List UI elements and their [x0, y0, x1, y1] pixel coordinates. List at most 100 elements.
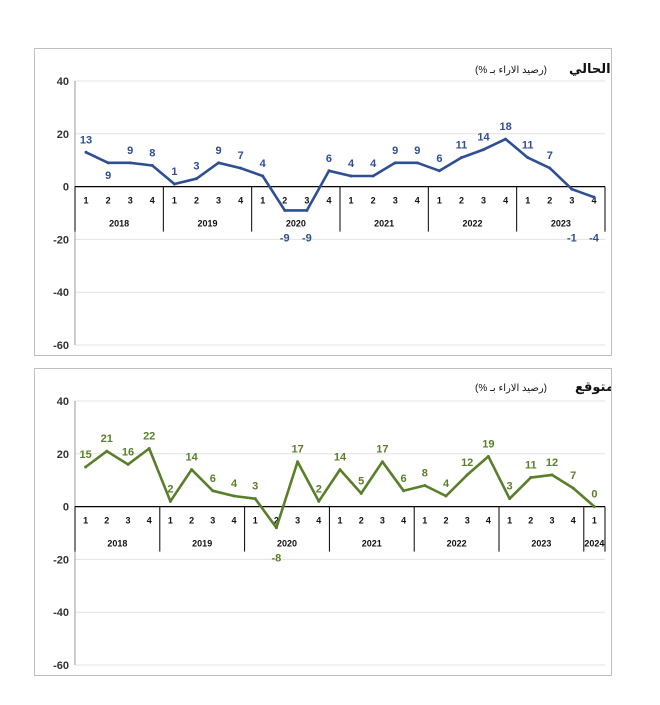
y-tick-label: 20	[57, 129, 69, 141]
quarter-tick-label: 4	[316, 516, 321, 526]
quarter-tick-label: 1	[437, 196, 442, 206]
data-point	[415, 161, 419, 165]
quarter-tick-label: 2	[282, 196, 287, 206]
data-label: 14	[477, 132, 490, 144]
quarter-tick-label: 3	[125, 516, 130, 526]
quarter-tick-label: 3	[569, 196, 574, 206]
data-point	[482, 148, 486, 152]
y-tick-label: 40	[57, 396, 69, 408]
current-indicator-chart: المؤشر الحالي (رصيد الاراء بـ %) 40 20 0 -2…	[53, 61, 611, 352]
data-point	[380, 460, 384, 464]
data-point	[338, 468, 342, 472]
quarter-tick-label: 3	[380, 516, 385, 526]
year-label: 2021	[374, 219, 394, 229]
data-label: -9	[302, 233, 312, 245]
data-point	[592, 505, 596, 509]
data-point	[459, 156, 463, 160]
data-label: 3	[252, 481, 258, 493]
data-point	[261, 174, 265, 178]
data-label: 2	[167, 483, 173, 495]
data-label: 6	[401, 473, 407, 485]
expected-indicator-chart: المؤشر المتوقع (رصيد الاراء بـ %) 40200-…	[53, 379, 611, 672]
data-label: -9	[280, 233, 290, 245]
data-point	[172, 182, 176, 186]
data-label: 9	[127, 145, 133, 157]
data-label: -1	[567, 233, 577, 245]
data-point	[529, 476, 533, 480]
data-point	[508, 497, 512, 501]
data-label: 7	[570, 470, 576, 482]
data-label: 1	[171, 166, 177, 178]
data-point	[150, 163, 154, 167]
quarter-tick-label: 3	[216, 196, 221, 206]
data-point	[283, 208, 287, 212]
data-point	[359, 491, 363, 495]
data-label: 3	[507, 481, 513, 493]
data-label: 9	[215, 145, 221, 157]
data-point	[84, 150, 88, 154]
year-label: 2018	[109, 219, 129, 229]
expected-indicator-panel: المؤشر المتوقع (رصيد الاراء بـ %) 40200-…	[34, 368, 612, 676]
data-label: 11	[522, 140, 534, 152]
y-tick-label: 20	[57, 449, 69, 461]
data-label: 9	[414, 145, 420, 157]
quarter-tick-label: 1	[253, 516, 258, 526]
quarter-tick-label: 1	[83, 516, 88, 526]
data-point	[84, 465, 88, 469]
data-point	[423, 483, 427, 487]
y-tick-label: -40	[53, 287, 69, 299]
y-tick-label: 40	[57, 76, 69, 88]
data-point	[217, 161, 221, 165]
quarter-tick-label: 2	[106, 196, 111, 206]
year-label: 2019	[197, 219, 217, 229]
quarter-tick-label: 4	[486, 516, 491, 526]
data-label: 13	[80, 134, 92, 146]
data-label: 12	[546, 457, 558, 469]
data-point	[548, 166, 552, 170]
quarter-tick-label: 1	[337, 516, 342, 526]
data-point	[571, 486, 575, 490]
y-tick-label: 0	[63, 502, 69, 514]
quarter-tick-label: 4	[401, 516, 406, 526]
data-point	[274, 526, 278, 530]
data-point	[465, 473, 469, 477]
year-label: 2020	[277, 539, 297, 549]
quarter-tick-label: 4	[150, 196, 155, 206]
quarter-tick-label: 3	[549, 516, 554, 526]
data-point	[253, 497, 257, 501]
quarter-tick-label: 2	[443, 516, 448, 526]
y-tick-label: -60	[53, 340, 69, 352]
data-label: 5	[358, 475, 364, 487]
data-label: 6	[436, 153, 442, 165]
data-label: 19	[482, 438, 494, 450]
data-label: 7	[238, 150, 244, 162]
data-point	[128, 161, 132, 165]
data-point	[486, 454, 490, 458]
data-point	[105, 449, 109, 453]
y-tick-label: -20	[53, 234, 69, 246]
data-label: 3	[193, 161, 199, 173]
year-label: 2022	[462, 219, 482, 229]
quarter-tick-label: 1	[260, 196, 265, 206]
y-tick-label: -60	[53, 660, 69, 672]
data-label: 4	[370, 158, 377, 170]
data-point	[526, 156, 530, 160]
data-point	[504, 137, 508, 141]
quarter-tick-label: 1	[525, 196, 530, 206]
data-label: -4	[589, 233, 600, 245]
year-label: 2020	[286, 219, 306, 229]
data-label: 4	[260, 158, 267, 170]
data-label: 12	[461, 457, 473, 469]
quarter-tick-label: 3	[465, 516, 470, 526]
data-label: 4	[231, 478, 238, 490]
quarter-tick-label: 4	[147, 516, 152, 526]
chart-subtitle: (رصيد الاراء بـ %)	[475, 65, 547, 76]
data-point	[211, 489, 215, 493]
quarter-tick-label: 4	[415, 196, 420, 206]
data-point	[349, 174, 353, 178]
data-point	[592, 195, 596, 199]
data-point	[168, 499, 172, 503]
quarter-tick-label: 4	[231, 516, 236, 526]
data-point	[296, 460, 300, 464]
data-point	[570, 187, 574, 191]
